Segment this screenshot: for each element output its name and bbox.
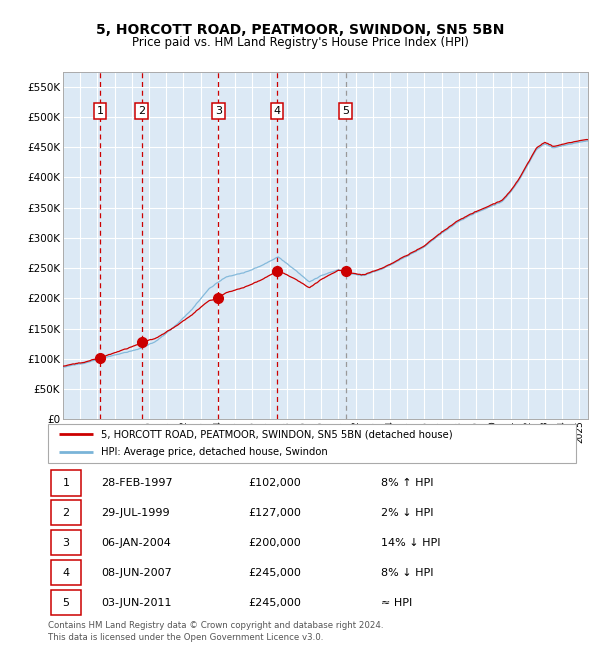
Text: 2: 2 (62, 508, 70, 518)
Text: Contains HM Land Registry data © Crown copyright and database right 2024.
This d: Contains HM Land Registry data © Crown c… (48, 621, 383, 642)
Text: 3: 3 (62, 538, 70, 548)
Text: £102,000: £102,000 (248, 478, 301, 488)
Text: 28-FEB-1997: 28-FEB-1997 (101, 478, 172, 488)
Text: 14% ↓ HPI: 14% ↓ HPI (380, 538, 440, 548)
Text: 2: 2 (138, 106, 145, 116)
Text: 3: 3 (215, 106, 222, 116)
FancyBboxPatch shape (48, 424, 576, 463)
Text: 06-JAN-2004: 06-JAN-2004 (101, 538, 170, 548)
Text: 1: 1 (97, 106, 104, 116)
Text: £245,000: £245,000 (248, 597, 302, 608)
Text: 5, HORCOTT ROAD, PEATMOOR, SWINDON, SN5 5BN: 5, HORCOTT ROAD, PEATMOOR, SWINDON, SN5 … (96, 23, 504, 37)
FancyBboxPatch shape (50, 560, 81, 585)
FancyBboxPatch shape (50, 471, 81, 495)
Text: Price paid vs. HM Land Registry's House Price Index (HPI): Price paid vs. HM Land Registry's House … (131, 36, 469, 49)
Text: 5, HORCOTT ROAD, PEATMOOR, SWINDON, SN5 5BN (detached house): 5, HORCOTT ROAD, PEATMOOR, SWINDON, SN5 … (101, 430, 452, 439)
Text: 8% ↓ HPI: 8% ↓ HPI (380, 567, 433, 578)
Text: 5: 5 (62, 597, 70, 608)
Text: 08-JUN-2007: 08-JUN-2007 (101, 567, 172, 578)
Text: HPI: Average price, detached house, Swindon: HPI: Average price, detached house, Swin… (101, 447, 328, 457)
Text: £245,000: £245,000 (248, 567, 302, 578)
Text: 2% ↓ HPI: 2% ↓ HPI (380, 508, 433, 518)
Text: ≈ HPI: ≈ HPI (380, 597, 412, 608)
Text: 29-JUL-1999: 29-JUL-1999 (101, 508, 169, 518)
Text: £127,000: £127,000 (248, 508, 302, 518)
Text: £200,000: £200,000 (248, 538, 301, 548)
Text: 5: 5 (342, 106, 349, 116)
FancyBboxPatch shape (50, 590, 81, 615)
FancyBboxPatch shape (50, 530, 81, 555)
Text: 4: 4 (62, 567, 70, 578)
FancyBboxPatch shape (50, 500, 81, 525)
Text: 8% ↑ HPI: 8% ↑ HPI (380, 478, 433, 488)
Text: 03-JUN-2011: 03-JUN-2011 (101, 597, 172, 608)
Text: 1: 1 (62, 478, 70, 488)
Text: 4: 4 (274, 106, 281, 116)
